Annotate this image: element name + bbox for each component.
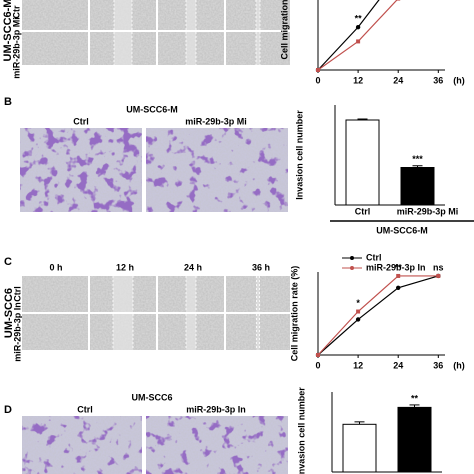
point: [356, 39, 361, 44]
column-label: miR-29b-3p In: [186, 404, 246, 414]
significance: *: [356, 298, 360, 308]
panel-letter: D: [4, 404, 12, 416]
row-label: Ctr: [11, 5, 21, 18]
micrograph-texture: [22, 276, 88, 312]
bar: [345, 119, 380, 206]
wound-gap: [256, 0, 260, 30]
series-line: [317, 275, 439, 356]
wound-gap: [256, 276, 260, 312]
time-label: 12 h: [116, 262, 134, 272]
wound-gap: [186, 0, 196, 30]
x-tick-label: miR-29b-3p Mi: [397, 206, 459, 216]
y-axis-label: Cell migration rate: [279, 0, 289, 60]
cell-line-label: UM-SCC6: [3, 288, 15, 338]
legend-marker: [350, 266, 354, 270]
cell-line-label: UM-SCC6-M: [2, 0, 14, 61]
stained-cells: [146, 416, 288, 474]
stained-cells: [22, 416, 142, 474]
x-tick-label: Ctrl: [355, 206, 371, 216]
y-axis-label: Invasion cell number: [296, 387, 306, 474]
x-tick-label: 12: [353, 360, 363, 370]
time-label: 36 h: [252, 262, 270, 272]
x-tick-label: 0: [315, 75, 320, 85]
point: [316, 353, 320, 357]
y-axis-label: Invasion cell number: [294, 110, 304, 200]
cell-line-label: UM-SCC6-M: [126, 104, 178, 114]
x-tick-label: 36: [433, 360, 443, 370]
bar: [400, 167, 435, 206]
significance: **: [395, 262, 403, 272]
cell-line-label: UM-SCC6: [131, 392, 172, 402]
significance: **: [355, 14, 363, 24]
x-tick-label: 0: [315, 360, 320, 370]
wound-gap: [113, 276, 133, 312]
wound-gap: [186, 314, 196, 350]
point: [396, 0, 401, 1]
panel-letter: B: [4, 96, 12, 108]
point: [396, 273, 401, 278]
significance: ***: [412, 154, 423, 164]
wound-gap: [186, 32, 196, 65]
wound-gap: [113, 314, 133, 350]
micrograph-texture: [22, 314, 88, 350]
wound-gap: [114, 0, 132, 30]
row-label: miR-29b-3p Mi: [11, 17, 21, 79]
micrograph-texture: [22, 0, 88, 30]
significance: **: [411, 393, 419, 403]
wound-gap: [256, 32, 260, 65]
stained-cells: [20, 128, 142, 212]
point: [355, 24, 361, 30]
row-label: miR-29b-3p In: [12, 302, 22, 362]
panel-letter: C: [4, 256, 12, 268]
time-label: 24 h: [184, 262, 202, 272]
group-label: UM-SCC6-M: [376, 225, 428, 235]
bar: [342, 423, 377, 473]
significance: ns: [433, 262, 444, 272]
legend-label: Ctrl: [366, 252, 382, 262]
series-line: [317, 0, 398, 71]
legend-marker: [350, 256, 354, 260]
time-label: 0 h: [49, 262, 62, 272]
wound-gap: [256, 314, 260, 350]
point: [436, 273, 441, 278]
column-label: Ctrl: [77, 404, 93, 414]
x-unit: (h): [453, 360, 465, 370]
stained-cells: [146, 128, 288, 212]
x-tick-label: 24: [393, 360, 403, 370]
column-label: miR-29b-3p Mi: [185, 116, 247, 126]
x-tick-label: 12: [353, 75, 363, 85]
point: [316, 68, 320, 72]
x-tick-label: 36: [433, 75, 443, 85]
x-tick-label: 24: [393, 75, 403, 85]
micrograph-texture: [22, 32, 88, 65]
wound-gap: [186, 276, 196, 312]
bar: [397, 406, 432, 473]
series-line: [317, 275, 439, 356]
column-label: Ctrl: [73, 116, 89, 126]
legend-label: miR-29b-3p In: [366, 262, 426, 272]
wound-gap: [114, 32, 132, 65]
y-axis-label: Cell migration rate (%): [289, 266, 299, 362]
point: [356, 309, 361, 314]
point: [355, 317, 361, 322]
x-unit: (h): [453, 75, 465, 85]
row-label: Ctrl: [12, 286, 22, 302]
point: [396, 285, 401, 291]
series-line: [317, 0, 380, 71]
